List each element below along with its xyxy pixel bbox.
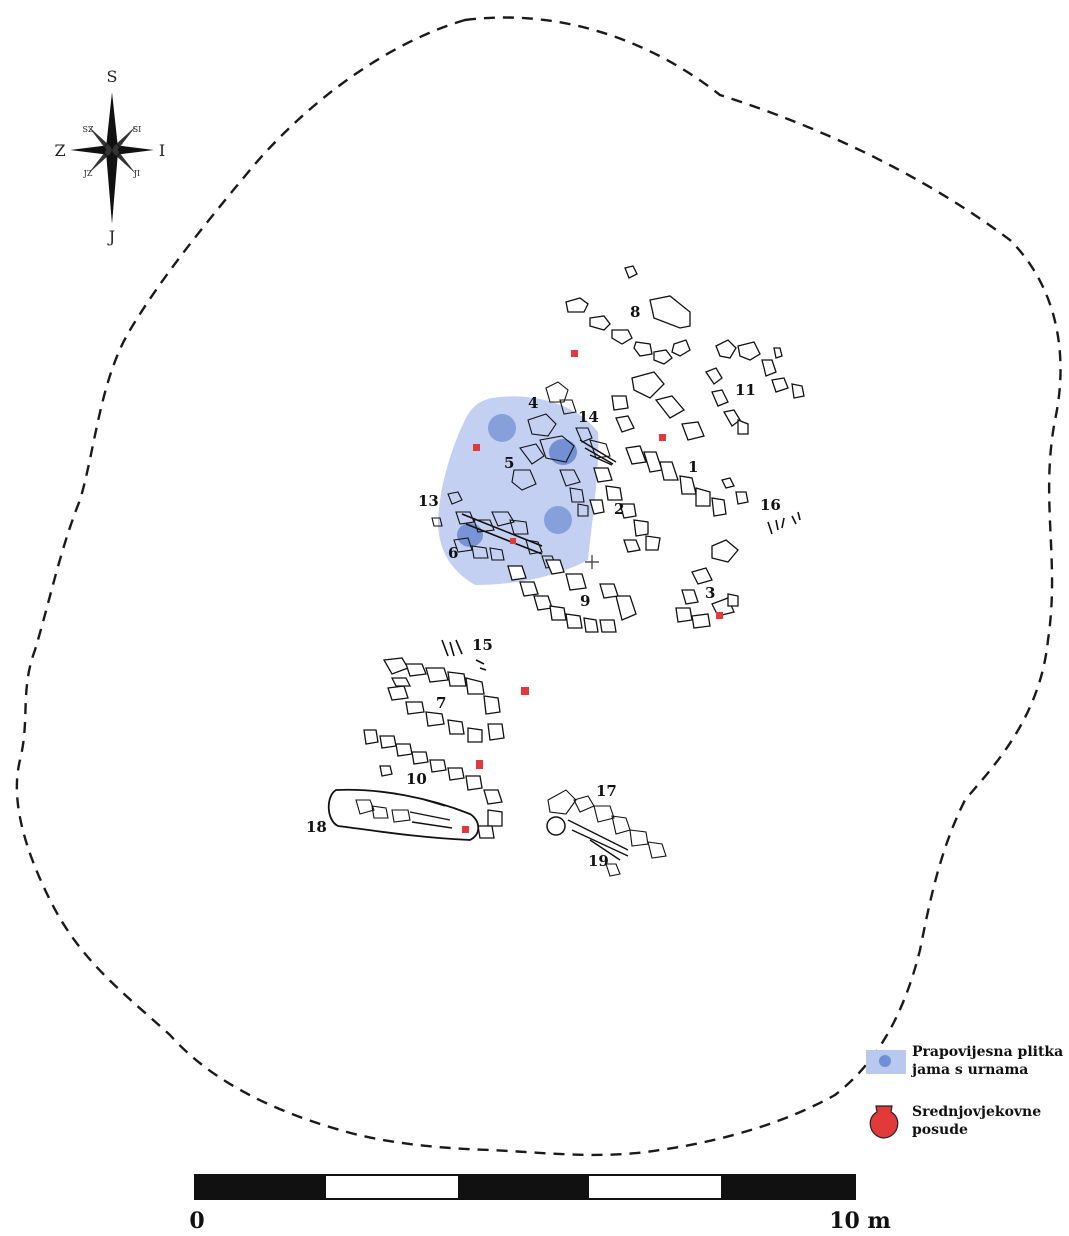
compass-needle-west (70, 145, 112, 155)
compass-label-west: Z (54, 141, 65, 160)
legend-vessel-icon (869, 1105, 899, 1139)
scale-segment (195, 1175, 326, 1199)
grave-4-5-14-stones (511, 381, 617, 517)
grave-label-3: 3 (705, 584, 715, 602)
grave-label-5: 5 (504, 454, 514, 472)
prehistoric-pit (438, 396, 599, 585)
compass-needle-north (106, 92, 118, 150)
grave-18-outline (327, 788, 480, 841)
grave-label-1: 1 (688, 458, 698, 476)
compass-label-northeast: SI (133, 125, 142, 134)
compass-needle-south (106, 150, 118, 224)
compass-label-south: J (107, 227, 115, 246)
medieval-vessels (462, 350, 723, 833)
legend-urn-dot (879, 1055, 891, 1067)
grave-16-marks (767, 511, 801, 535)
scale-bar: 0 10 m (189, 1174, 891, 1234)
vessel-marker (462, 826, 469, 833)
grave-label-2: 2 (614, 500, 624, 518)
grave-labels: 8 11 4 14 5 1 2 16 13 6 3 9 15 7 10 17 1… (306, 303, 781, 870)
grave-15-marks (441, 639, 487, 671)
grave-17-19-stones (546, 789, 667, 877)
grave-1-stones (611, 371, 749, 517)
grave-label-7: 7 (436, 694, 446, 712)
vessel-marker (716, 612, 723, 619)
vessel-marker (510, 538, 516, 544)
grave-label-8: 8 (630, 303, 640, 321)
urn-marker (488, 414, 516, 442)
vessel-marker (473, 444, 480, 451)
urn-marker (544, 506, 572, 534)
vessel-marker (571, 350, 578, 357)
grave-9-stones (507, 559, 637, 633)
grave-7-stones (382, 657, 505, 743)
compass-label-north: S (107, 67, 118, 86)
scale-segment (721, 1175, 855, 1199)
grave-label-15: 15 (472, 636, 493, 654)
grave-label-18: 18 (306, 818, 327, 836)
compass-label-southeast: JI (133, 169, 140, 178)
tumulus-boundary (15, 16, 1062, 1157)
grave-label-13: 13 (418, 492, 439, 510)
legend-pit-line2: jama s urnama (910, 1062, 1028, 1078)
grave-10-stones (363, 729, 503, 839)
grave-label-10: 10 (406, 770, 427, 788)
scale-segment (458, 1175, 589, 1199)
grave-2-stones (589, 467, 661, 553)
compass-rose: S J Z I SZ SI JZ JI (54, 67, 165, 246)
legend-vessels-line1: Srednjovjekovne (912, 1104, 1041, 1120)
survey-cross (585, 555, 599, 569)
grave-label-9: 9 (580, 592, 590, 610)
compass-label-southwest: JZ (83, 169, 93, 178)
urn-marker (549, 439, 577, 465)
grave-11-stones (705, 339, 805, 435)
scale-label-start: 0 (189, 1208, 204, 1234)
vessel-marker (659, 434, 666, 441)
legend-pit-line1: Prapovijesna plitka (912, 1044, 1063, 1060)
grave-label-14: 14 (578, 408, 599, 426)
grave-3-stones (675, 539, 739, 629)
grave-stones (327, 265, 805, 877)
vessel-marker (476, 760, 483, 769)
grave-label-19: 19 (588, 852, 609, 870)
compass-label-east: I (159, 141, 165, 160)
grave-label-11: 11 (735, 381, 756, 399)
grave-label-16: 16 (760, 496, 781, 514)
vessel-marker (521, 687, 529, 695)
grave-8-stones (565, 265, 691, 365)
grave-label-6: 6 (448, 544, 458, 562)
compass-label-northwest: SZ (82, 125, 93, 134)
map-legend: Prapovijesna plitka jama s urnama Srednj… (866, 1044, 1063, 1139)
grave-label-4: 4 (528, 394, 538, 412)
legend-vessels-line2: posude (912, 1122, 968, 1138)
scale-label-end: 10 m (829, 1208, 891, 1234)
compass-needle-east (112, 145, 154, 155)
grave-label-17: 17 (596, 782, 617, 800)
